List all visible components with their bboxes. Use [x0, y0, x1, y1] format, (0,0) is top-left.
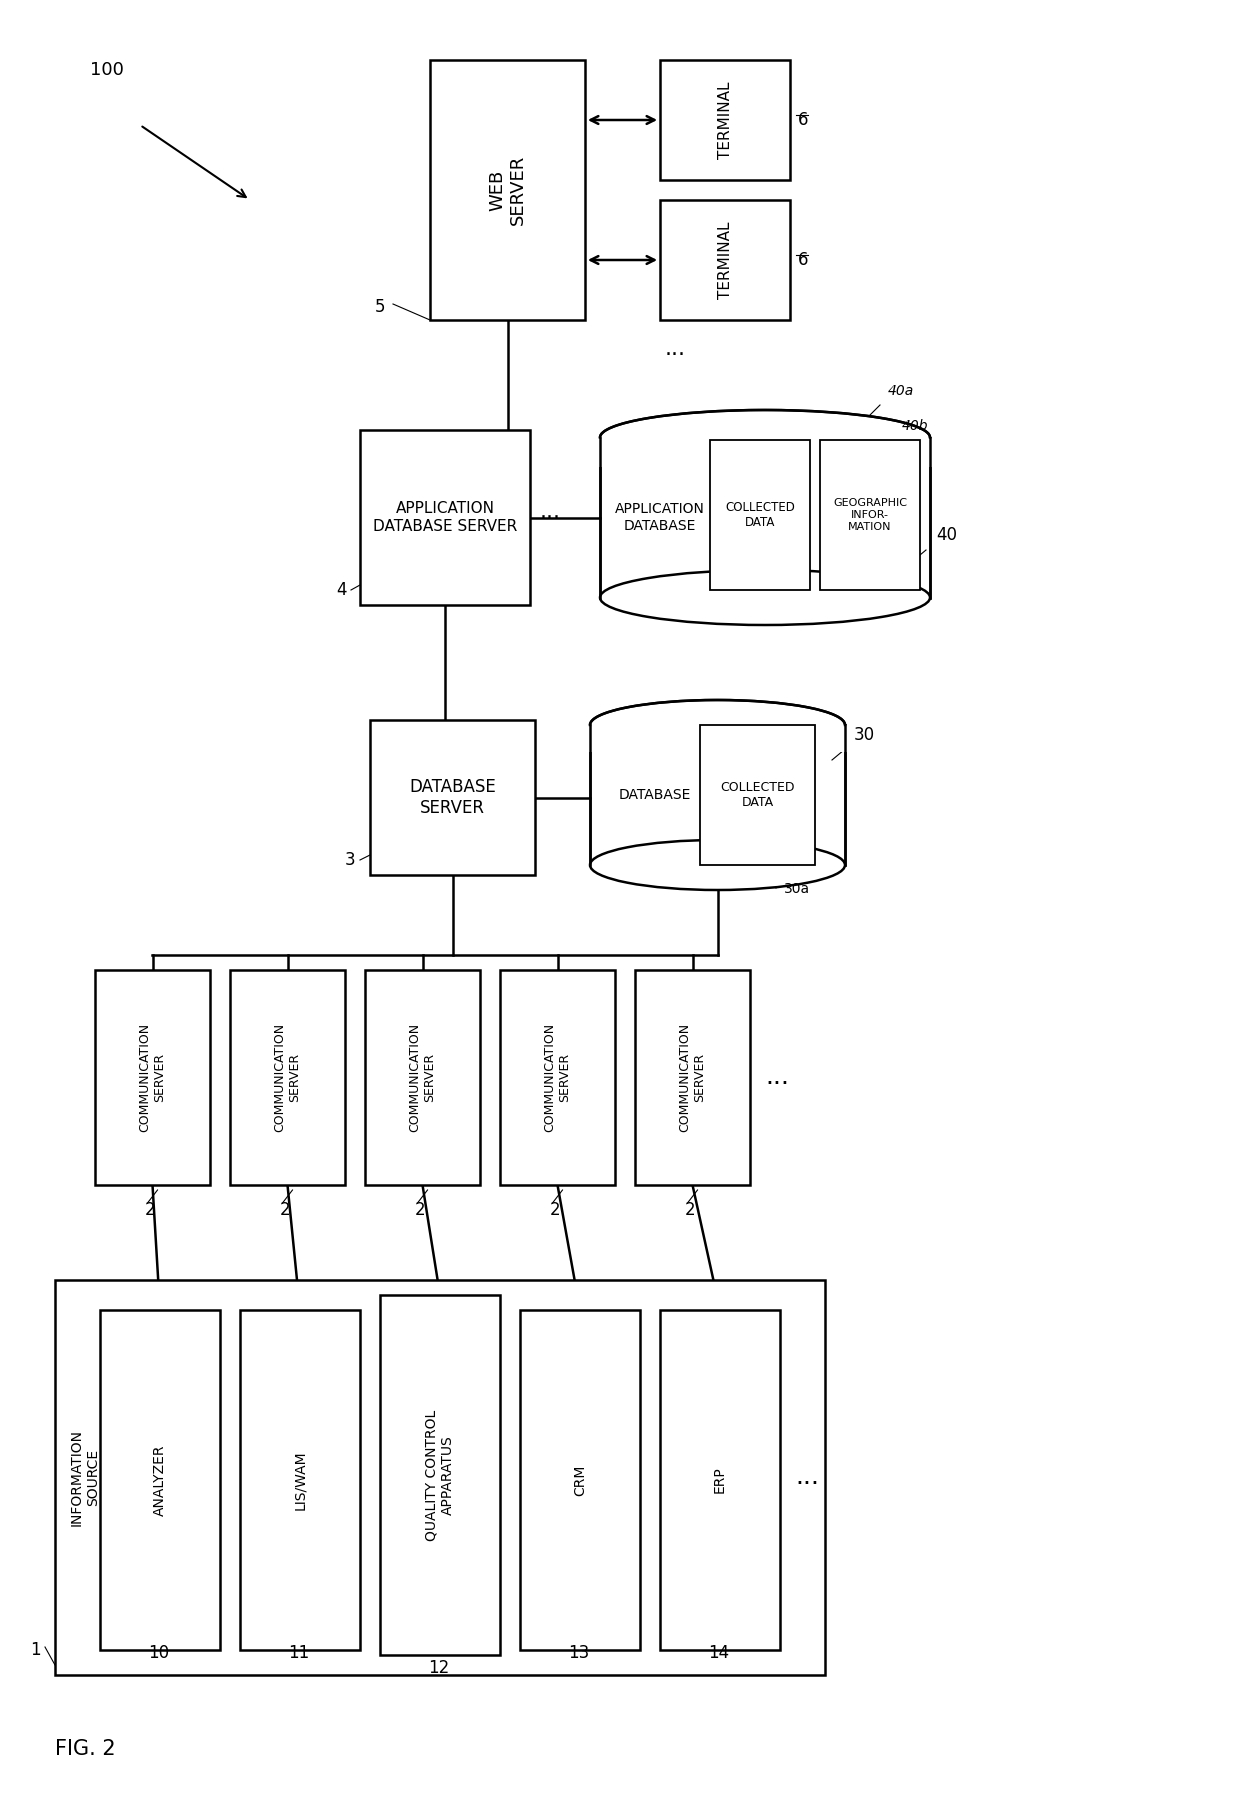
- Text: LIS/WAM: LIS/WAM: [293, 1450, 308, 1510]
- Text: 40: 40: [936, 527, 957, 545]
- Bar: [229, 971, 345, 1185]
- Bar: [598, 438, 932, 467]
- Bar: [590, 725, 844, 864]
- Text: ...: ...: [795, 1465, 818, 1490]
- Text: 100: 100: [91, 61, 124, 79]
- Text: ERP: ERP: [713, 1467, 727, 1494]
- Text: 40a: 40a: [888, 384, 914, 399]
- Text: GEOGRAPHIC
INFOR-
MATION: GEOGRAPHIC INFOR- MATION: [833, 498, 906, 532]
- Bar: [430, 60, 585, 319]
- Text: 3: 3: [345, 851, 356, 870]
- Text: 10: 10: [148, 1643, 169, 1661]
- Bar: [100, 1310, 219, 1651]
- Text: 2: 2: [414, 1201, 425, 1220]
- Text: 4: 4: [336, 581, 346, 599]
- Text: COMMUNICATION
SERVER: COMMUNICATION SERVER: [274, 1023, 301, 1133]
- Ellipse shape: [600, 570, 930, 624]
- Text: COMMUNICATION
SERVER: COMMUNICATION SERVER: [408, 1023, 436, 1133]
- Bar: [370, 720, 534, 875]
- Text: ...: ...: [539, 502, 560, 521]
- Bar: [379, 1295, 500, 1654]
- Bar: [500, 971, 615, 1185]
- Bar: [660, 200, 790, 319]
- Text: COLLECTED
DATA: COLLECTED DATA: [720, 781, 795, 808]
- Ellipse shape: [590, 700, 844, 750]
- Text: DATABASE
SERVER: DATABASE SERVER: [409, 778, 496, 817]
- Text: 2: 2: [549, 1201, 560, 1220]
- Bar: [701, 725, 815, 864]
- Bar: [660, 1310, 780, 1651]
- Text: CRM: CRM: [573, 1465, 587, 1496]
- Text: 1: 1: [30, 1642, 41, 1660]
- Text: INFORMATION
SOURCE: INFORMATION SOURCE: [69, 1429, 100, 1526]
- Bar: [365, 971, 480, 1185]
- Text: 12: 12: [428, 1660, 449, 1678]
- Text: DATABASE: DATABASE: [619, 788, 691, 803]
- Text: APPLICATION
DATABASE: APPLICATION DATABASE: [615, 502, 704, 532]
- Text: 40b: 40b: [901, 419, 929, 433]
- Ellipse shape: [600, 410, 930, 465]
- Text: 2: 2: [145, 1201, 155, 1220]
- Text: 11: 11: [288, 1643, 309, 1661]
- Bar: [600, 438, 930, 597]
- Text: 2: 2: [684, 1201, 696, 1220]
- Text: 14: 14: [708, 1643, 729, 1661]
- Text: 5: 5: [374, 298, 386, 316]
- Text: COLLECTED
DATA: COLLECTED DATA: [725, 502, 795, 529]
- Text: COMMUNICATION
SERVER: COMMUNICATION SERVER: [678, 1023, 707, 1133]
- Text: 6: 6: [799, 251, 808, 269]
- Text: WEB
SERVER: WEB SERVER: [489, 155, 527, 226]
- Bar: [660, 60, 790, 180]
- Text: ...: ...: [665, 339, 686, 359]
- Text: 13: 13: [568, 1643, 589, 1661]
- Bar: [711, 440, 810, 590]
- Bar: [241, 1310, 360, 1651]
- Text: QUALITY CONTROL
APPARATUS: QUALITY CONTROL APPARATUS: [425, 1409, 455, 1541]
- Text: 2: 2: [279, 1201, 290, 1220]
- Bar: [635, 971, 750, 1185]
- Text: ANALYZER: ANALYZER: [153, 1445, 167, 1515]
- Text: ...: ...: [765, 1066, 789, 1090]
- Text: FIG. 2: FIG. 2: [55, 1739, 115, 1759]
- Bar: [95, 971, 210, 1185]
- Text: COMMUNICATION
SERVER: COMMUNICATION SERVER: [543, 1023, 572, 1133]
- Bar: [55, 1281, 825, 1674]
- Text: 30: 30: [854, 725, 875, 743]
- Bar: [820, 440, 920, 590]
- Bar: [360, 429, 529, 604]
- Text: TERMINAL: TERMINAL: [718, 81, 733, 159]
- Text: TERMINAL: TERMINAL: [718, 222, 733, 299]
- Text: 30a: 30a: [784, 882, 810, 897]
- Text: 6: 6: [799, 112, 808, 130]
- Ellipse shape: [590, 841, 844, 889]
- Bar: [588, 725, 847, 752]
- Bar: [520, 1310, 640, 1651]
- Text: COMMUNICATION
SERVER: COMMUNICATION SERVER: [139, 1023, 166, 1133]
- Text: APPLICATION
DATABASE SERVER: APPLICATION DATABASE SERVER: [373, 502, 517, 534]
